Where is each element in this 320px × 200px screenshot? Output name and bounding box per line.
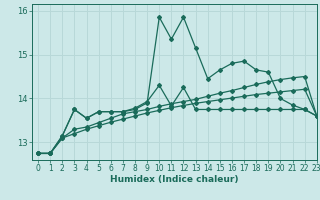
- X-axis label: Humidex (Indice chaleur): Humidex (Indice chaleur): [110, 175, 239, 184]
